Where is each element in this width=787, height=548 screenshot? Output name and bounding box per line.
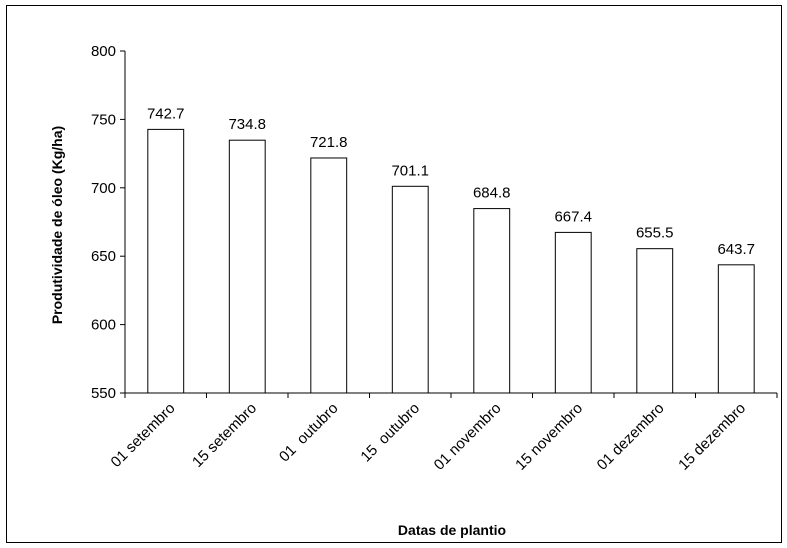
data-label: 742.7 bbox=[147, 105, 185, 122]
x-axis-title: Datas de plantio bbox=[398, 522, 506, 538]
y-tick-label: 600 bbox=[91, 317, 116, 334]
bar bbox=[473, 208, 511, 394]
data-label: 667.4 bbox=[554, 208, 592, 225]
data-label: 643.7 bbox=[717, 241, 755, 258]
x-tick-label: 01 novembro bbox=[431, 400, 505, 474]
bar bbox=[310, 157, 348, 394]
y-axis-title: Produtividade de óleo (Kg/ha) bbox=[49, 126, 65, 324]
x-tick-label: 01 dezembro bbox=[594, 400, 668, 474]
x-tick-label: 01 outubro bbox=[276, 400, 342, 466]
y-axis-ticks: 550 600 650 700 750 800 bbox=[91, 43, 778, 402]
data-label: 721.8 bbox=[310, 134, 348, 151]
x-tick-label: 01 setembro bbox=[108, 400, 179, 471]
bar bbox=[228, 139, 266, 394]
bars bbox=[147, 128, 755, 394]
data-label: 655.5 bbox=[636, 225, 674, 242]
bar bbox=[554, 231, 592, 394]
data-label: 701.1 bbox=[391, 162, 429, 179]
y-tick-label: 800 bbox=[91, 43, 116, 60]
bar bbox=[636, 248, 674, 394]
y-tick-label: 550 bbox=[91, 385, 116, 402]
x-axis-tick-labels: 01 setembro 15 setembro 01 outubro 15 outub… bbox=[108, 400, 749, 474]
data-label: 684.8 bbox=[473, 185, 511, 202]
y-tick-label: 650 bbox=[91, 248, 116, 265]
bar bbox=[147, 128, 185, 394]
data-labels: 742.7 734.8 721.8 701.1 684.8 667.4 655.5 643.7 bbox=[147, 105, 755, 257]
x-tick-label: 15 setembro bbox=[189, 400, 260, 471]
x-tick-label: 15 novembro bbox=[512, 400, 586, 474]
y-tick-label: 750 bbox=[91, 111, 116, 128]
x-tick-label: 15 dezembro bbox=[675, 400, 749, 474]
bar bbox=[391, 185, 429, 394]
x-tick-label: 15 outubro bbox=[357, 400, 423, 466]
data-label: 734.8 bbox=[228, 116, 266, 133]
y-tick-label: 700 bbox=[91, 180, 116, 197]
bar bbox=[717, 264, 755, 394]
